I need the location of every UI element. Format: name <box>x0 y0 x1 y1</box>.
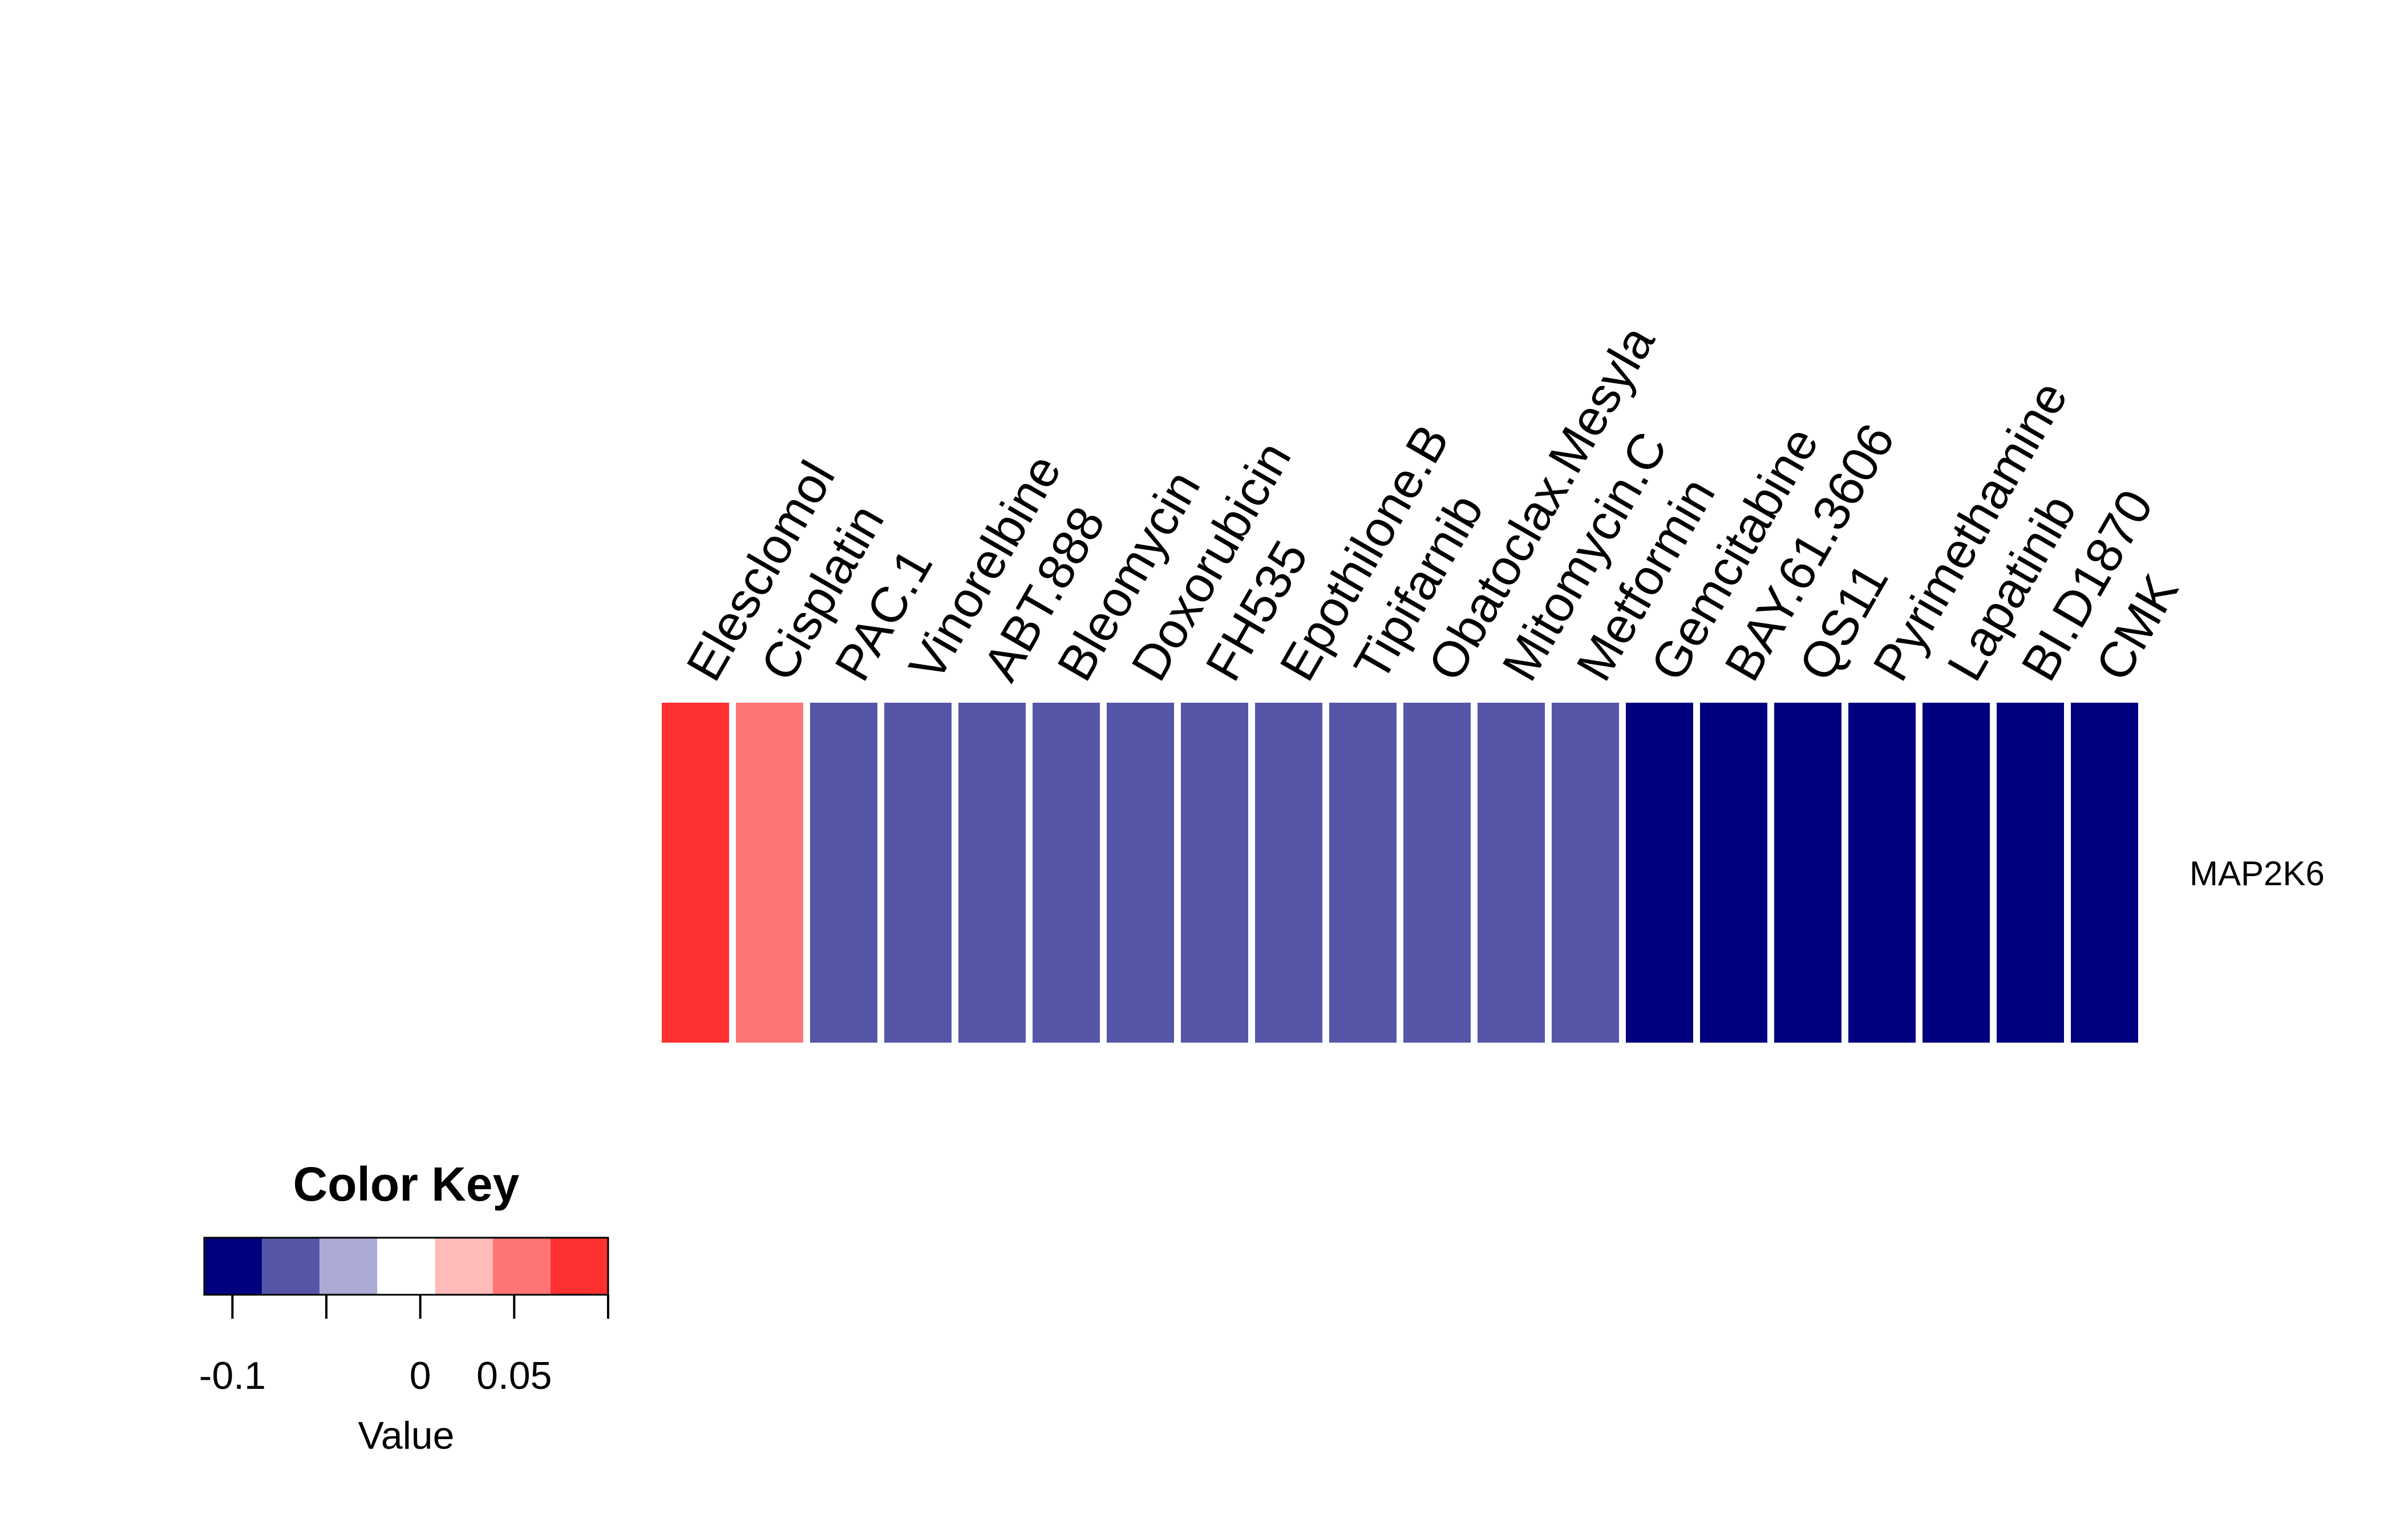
color-key-tick-label: -0.1 <box>199 1354 266 1397</box>
color-key-swatches <box>203 1237 609 1296</box>
color-key-axis-label: Value <box>358 1414 455 1457</box>
heatmap-cell <box>1774 703 1841 1043</box>
color-key-border <box>203 1237 609 1296</box>
color-key: Color Key -0.1 0 0.05 Value <box>199 1157 609 1457</box>
heatmap-cell <box>1478 703 1545 1043</box>
heatmap-cell <box>1848 703 1916 1043</box>
heatmap-cell <box>1700 703 1767 1043</box>
color-key-tick-label: 0 <box>410 1354 431 1397</box>
heatmap-cell <box>1107 703 1174 1043</box>
color-key-swatch <box>550 1238 608 1295</box>
color-key-swatch <box>262 1238 320 1295</box>
heatmap-cell <box>1181 703 1248 1043</box>
heatmap-cell <box>884 703 952 1043</box>
color-key-ticks: -0.1 0 0.05 <box>199 1295 609 1397</box>
heatmap-cell <box>1552 703 1619 1043</box>
color-key-swatch <box>435 1238 493 1295</box>
heatmap-cell <box>736 703 803 1043</box>
color-key-swatch <box>204 1238 262 1295</box>
heatmap-cell <box>810 703 877 1043</box>
heatmap-cell <box>662 703 729 1043</box>
heatmap-cell <box>1923 703 1990 1043</box>
color-key-tick-label: 0.05 <box>476 1354 552 1397</box>
heatmap-cell <box>1255 703 1322 1043</box>
row-label: MAP2K6 <box>2189 854 2325 893</box>
color-key-swatch <box>319 1238 378 1295</box>
heatmap-cell <box>1033 703 1100 1043</box>
heatmap-cell <box>958 703 1026 1043</box>
color-key-title: Color Key <box>293 1157 520 1211</box>
heatmap-cell <box>2071 703 2138 1043</box>
heatmap-cells <box>662 703 2138 1043</box>
color-key-swatch <box>492 1238 551 1295</box>
row-labels: MAP2K6 <box>2189 854 2325 893</box>
heatmap-cell <box>1626 703 1693 1043</box>
heatmap-cell <box>1403 703 1471 1043</box>
color-key-swatch <box>377 1238 435 1295</box>
column-labels: ElesclomolCisplatinPAC.1VinorelbineABT.8… <box>675 316 2189 690</box>
heatmap-cell <box>1997 703 2064 1043</box>
heatmap-cell <box>1329 703 1397 1043</box>
